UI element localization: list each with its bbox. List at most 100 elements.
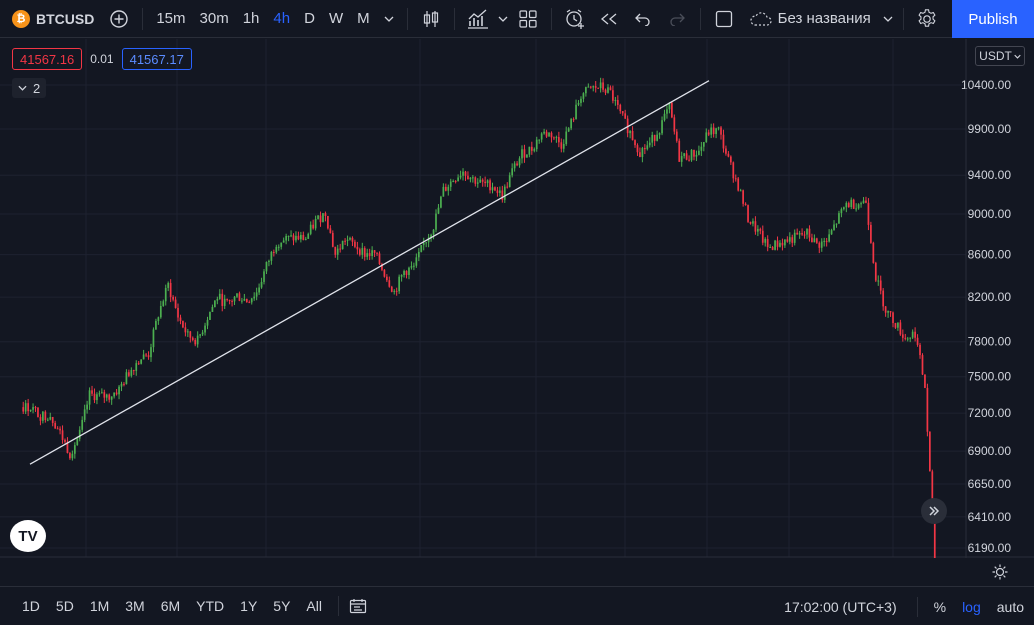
- range-5y[interactable]: 5Y: [273, 598, 291, 614]
- range-3m[interactable]: 3M: [125, 598, 145, 614]
- candlestick-chart[interactable]: 10400.00 9900.00 9400.00 9000.00 8600.00 8200…: [0, 39, 1034, 584]
- range-1d[interactable]: 1D: [22, 598, 40, 614]
- fullscreen-button[interactable]: [707, 0, 741, 38]
- indicators-icon: [467, 9, 488, 29]
- range-6m[interactable]: 6M: [160, 598, 181, 614]
- publish-button[interactable]: Publish: [952, 0, 1034, 38]
- bottom-toolbar: 1D 5D 1M 3M 6M YTD 1Y 5Y All 17:02:00 (U…: [0, 586, 1034, 625]
- candle-body: [921, 355, 924, 375]
- indicators-toggle[interactable]: 2: [12, 78, 47, 98]
- candle-body: [167, 282, 170, 288]
- indicators-button[interactable]: [461, 0, 495, 38]
- time-scale-settings-button[interactable]: [989, 561, 1011, 583]
- interval-dropdown[interactable]: [377, 0, 401, 38]
- price-tick-label: 9000.00: [968, 207, 1012, 221]
- interval-15m[interactable]: 15m: [156, 10, 186, 27]
- date-range-button[interactable]: [349, 598, 367, 614]
- candle-body: [535, 139, 538, 150]
- candle-body: [870, 224, 872, 243]
- auto-scale-button[interactable]: auto: [996, 598, 1024, 615]
- candle-body: [464, 171, 467, 176]
- candle-body: [486, 180, 489, 184]
- candle-body: [272, 252, 275, 254]
- candle-body: [506, 186, 509, 188]
- interval-30m[interactable]: 30m: [199, 10, 229, 27]
- candle-body: [400, 274, 403, 277]
- candle-body: [725, 148, 727, 154]
- scroll-to-realtime-button[interactable]: [921, 498, 947, 524]
- ask-price-button[interactable]: 41567.17: [121, 48, 192, 70]
- symbol-search[interactable]: ₿ BTCUSD: [0, 0, 102, 38]
- candle-body: [889, 311, 892, 313]
- candle-body: [521, 149, 523, 159]
- layout-title-button[interactable]: Без названия: [741, 0, 879, 38]
- toolbar-separator: [699, 7, 701, 30]
- toolbar-separator: [902, 7, 904, 30]
- range-1y[interactable]: 1Y: [240, 598, 258, 614]
- candle-body: [933, 513, 936, 564]
- interval-m[interactable]: M: [357, 10, 370, 27]
- percent-scale-button[interactable]: %: [933, 598, 947, 615]
- bid-price-button[interactable]: 41567.16: [12, 48, 83, 70]
- candle-body: [105, 394, 108, 398]
- candle-body: [194, 339, 197, 345]
- candle-body: [619, 104, 622, 112]
- replay-button[interactable]: [592, 0, 626, 38]
- log-scale-button[interactable]: log: [962, 598, 981, 615]
- candle-body: [206, 319, 209, 326]
- candle-body: [59, 428, 61, 431]
- candle-body: [309, 224, 312, 234]
- candle-body: [216, 298, 219, 301]
- range-ytd[interactable]: YTD: [196, 598, 225, 614]
- candle-body: [572, 119, 575, 121]
- trendline[interactable]: [29, 80, 710, 465]
- candle-body: [123, 383, 125, 385]
- layout-dropdown[interactable]: [879, 0, 897, 38]
- chart-area[interactable]: 10400.00 9900.00 9400.00 9000.00 8600.00 8200…: [0, 39, 1034, 584]
- candle-body: [120, 383, 123, 387]
- candle-body: [66, 441, 69, 454]
- timezone-button[interactable]: 17:02:00 (UTC+3): [784, 598, 897, 615]
- indicators-dropdown[interactable]: [495, 0, 511, 38]
- candle-body: [34, 407, 37, 409]
- range-all[interactable]: All: [306, 598, 322, 614]
- alert-button[interactable]: [558, 0, 592, 38]
- candle-body: [631, 130, 634, 141]
- interval-4h[interactable]: 4h: [273, 10, 291, 27]
- candle-body: [177, 307, 179, 318]
- candle-body: [317, 215, 319, 219]
- redo-button[interactable]: [660, 0, 694, 38]
- interval-w[interactable]: W: [328, 10, 344, 27]
- candle-body: [491, 187, 494, 191]
- range-1m[interactable]: 1M: [89, 598, 110, 614]
- candle-body: [86, 404, 88, 410]
- interval-d[interactable]: D: [304, 10, 315, 27]
- chart-type-button[interactable]: [414, 0, 448, 38]
- candle-body: [209, 311, 211, 320]
- settings-button[interactable]: [910, 0, 944, 38]
- undo-button[interactable]: [626, 0, 660, 38]
- candle-body: [442, 186, 445, 197]
- grid-icon: [519, 9, 537, 28]
- plus-circle-icon: [110, 9, 129, 28]
- interval-1h[interactable]: 1h: [242, 10, 260, 27]
- candle-body: [358, 249, 361, 255]
- templates-button[interactable]: [511, 0, 545, 38]
- candle-body: [275, 246, 278, 253]
- currency-select[interactable]: USDT: [975, 46, 1025, 66]
- compare-add-button[interactable]: [102, 0, 136, 38]
- candle-body: [110, 396, 113, 400]
- candle-body: [444, 186, 447, 191]
- candle-body: [366, 253, 369, 257]
- tradingview-logo[interactable]: TV: [10, 520, 46, 552]
- candle-body: [838, 213, 840, 224]
- candle-body: [766, 238, 769, 248]
- candle-body: [420, 245, 423, 252]
- candle-body: [550, 132, 553, 138]
- candle-body: [548, 132, 550, 137]
- bitcoin-icon: ₿: [12, 9, 30, 28]
- spread-value: 0.01: [90, 52, 114, 66]
- range-5d[interactable]: 5D: [55, 598, 74, 614]
- price-tick-label: 7200.00: [968, 406, 1012, 420]
- candle-body: [184, 327, 187, 333]
